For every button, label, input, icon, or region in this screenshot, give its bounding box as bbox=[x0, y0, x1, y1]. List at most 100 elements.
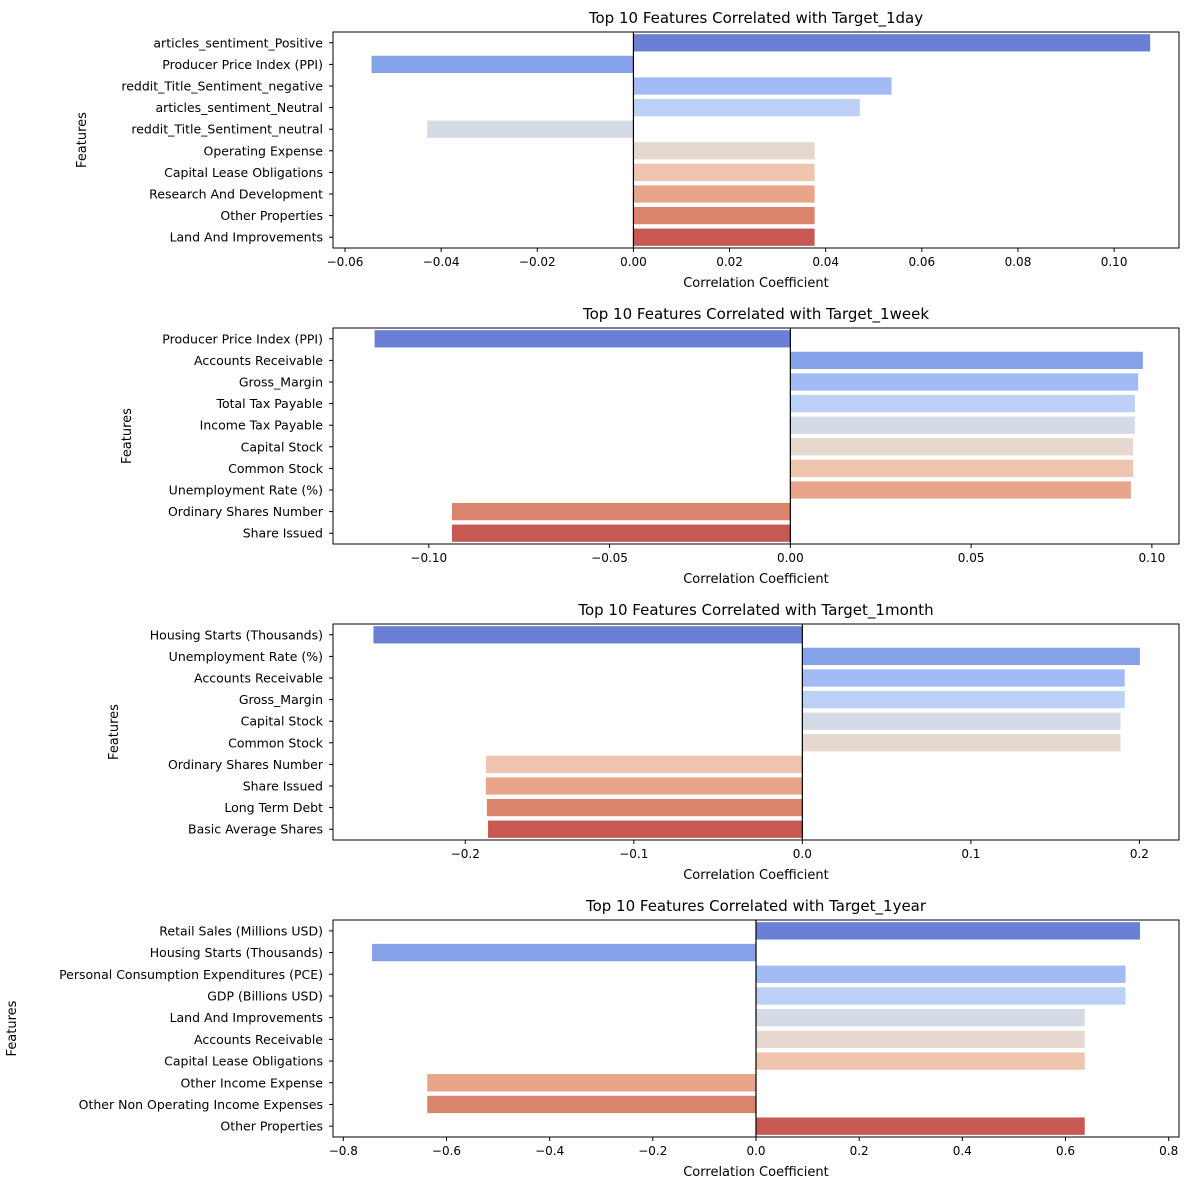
category-label: Land And Improvements bbox=[170, 1010, 323, 1025]
bar bbox=[373, 626, 803, 644]
bar bbox=[756, 1008, 1085, 1027]
x-tick-label: −0.8 bbox=[329, 1144, 358, 1158]
chart-panel-3: Housing Starts (Thousands) Unemployment R… bbox=[107, 601, 1180, 883]
bar bbox=[756, 1052, 1085, 1070]
bar bbox=[486, 798, 803, 817]
chart-title: Top 10 Features Correlated with Target_1… bbox=[588, 9, 923, 28]
category-label: Other Properties bbox=[220, 208, 323, 223]
category-label: Housing Starts (Thousands) bbox=[150, 627, 323, 642]
bar bbox=[633, 98, 860, 117]
bar bbox=[427, 1095, 756, 1114]
plot-frame bbox=[332, 623, 1180, 841]
bar bbox=[633, 77, 892, 95]
x-tick-label: −0.2 bbox=[638, 1144, 667, 1158]
bar bbox=[633, 34, 1151, 52]
bar bbox=[802, 690, 1125, 709]
x-tick-label: 0.08 bbox=[1005, 255, 1032, 269]
category-label: articles_sentiment_Neutral bbox=[155, 100, 323, 115]
category-label: Share Issued bbox=[243, 779, 323, 794]
x-tick-label: −0.04 bbox=[423, 255, 460, 269]
bar bbox=[633, 142, 815, 160]
bar bbox=[488, 820, 803, 838]
x-tick-label: 0.8 bbox=[1159, 1144, 1178, 1158]
bar bbox=[790, 416, 1135, 434]
bar bbox=[756, 987, 1126, 1005]
bar bbox=[633, 185, 815, 203]
bar bbox=[756, 1117, 1085, 1135]
x-tick-label: 0.10 bbox=[1139, 551, 1166, 565]
category-label: Ordinary Shares Number bbox=[168, 757, 324, 772]
x-axis-label: Correlation Coefficient bbox=[683, 276, 829, 291]
category-label: reddit_Title_Sentiment_neutral bbox=[131, 122, 323, 137]
category-label: Capital Lease Obligations bbox=[164, 165, 323, 180]
y-axis-label: Features bbox=[120, 408, 135, 464]
x-axis-label: Correlation Coefficient bbox=[683, 868, 829, 883]
bar bbox=[374, 330, 791, 348]
category-label: Capital Stock bbox=[241, 439, 324, 454]
bar bbox=[790, 373, 1139, 391]
x-tick-label: 0.6 bbox=[1056, 1144, 1075, 1158]
x-tick-label: 0.02 bbox=[716, 255, 743, 269]
category-label: Housing Starts (Thousands) bbox=[150, 945, 323, 960]
bar bbox=[790, 394, 1135, 413]
category-label: Accounts Receivable bbox=[194, 353, 323, 368]
chart-title: Top 10 Features Correlated with Target_1… bbox=[582, 305, 929, 324]
bar bbox=[802, 669, 1125, 687]
bar bbox=[427, 1074, 756, 1092]
plot-frame bbox=[332, 31, 1180, 249]
chart-panel-1: articles_sentiment_Positive Producer Pric… bbox=[75, 9, 1180, 291]
category-label: Capital Stock bbox=[241, 714, 324, 729]
x-tick-label: −0.6 bbox=[432, 1144, 461, 1158]
category-label: Other Income Expense bbox=[181, 1075, 324, 1090]
x-tick-label: 0.0 bbox=[746, 1144, 765, 1158]
x-axis-label: Correlation Coefficient bbox=[683, 572, 829, 587]
x-tick-label: 0.06 bbox=[908, 255, 935, 269]
bar bbox=[451, 524, 791, 542]
bar bbox=[633, 206, 815, 225]
category-label: Retail Sales (Millions USD) bbox=[159, 923, 323, 938]
category-label: GDP (Billions USD) bbox=[207, 988, 323, 1003]
bar bbox=[790, 438, 1134, 456]
category-label: Producer Price Index (PPI) bbox=[162, 331, 323, 346]
x-tick-label: 0.00 bbox=[777, 551, 804, 565]
category-label: Unemployment Rate (%) bbox=[169, 483, 323, 498]
category-label: Basic Average Shares bbox=[188, 822, 323, 837]
bar bbox=[756, 1030, 1085, 1049]
x-tick-label: −0.2 bbox=[451, 847, 480, 861]
bar bbox=[790, 351, 1143, 370]
x-tick-label: 0.4 bbox=[953, 1144, 972, 1158]
bar bbox=[802, 647, 1140, 666]
bar bbox=[802, 734, 1121, 752]
x-tick-label: 0.10 bbox=[1101, 255, 1128, 269]
x-axis-label: Correlation Coefficient bbox=[683, 1165, 829, 1180]
bar bbox=[756, 922, 1140, 940]
x-tick-label: −0.05 bbox=[591, 551, 628, 565]
x-tick-label: −0.10 bbox=[410, 551, 447, 565]
category-label: Personal Consumption Expenditures (PCE) bbox=[59, 967, 323, 982]
category-label: Common Stock bbox=[228, 461, 324, 476]
category-label: Long Term Debt bbox=[224, 800, 323, 815]
category-label: Total Tax Payable bbox=[215, 396, 323, 411]
category-label: Capital Lease Obligations bbox=[164, 1054, 323, 1069]
chart-title: Top 10 Features Correlated with Target_1… bbox=[577, 601, 933, 620]
x-tick-label: 0.00 bbox=[620, 255, 647, 269]
chart-panel-2: Producer Price Index (PPI) Accounts Recei… bbox=[120, 305, 1180, 587]
y-axis-label: Features bbox=[5, 1000, 20, 1056]
category-label: Research And Development bbox=[149, 187, 323, 202]
x-tick-label: −0.06 bbox=[327, 255, 364, 269]
category-label: Accounts Receivable bbox=[194, 1032, 323, 1047]
chart-panel-4: Retail Sales (Millions USD) Housing Start… bbox=[5, 897, 1180, 1180]
category-label: Accounts Receivable bbox=[194, 671, 323, 686]
x-tick-label: −0.4 bbox=[535, 1144, 564, 1158]
category-label: Other Properties bbox=[220, 1119, 323, 1134]
category-label: Common Stock bbox=[228, 735, 324, 750]
category-label: reddit_Title_Sentiment_negative bbox=[121, 79, 323, 94]
bar bbox=[485, 777, 803, 795]
category-label: Producer Price Index (PPI) bbox=[162, 57, 323, 72]
category-label: Gross_Margin bbox=[239, 375, 323, 390]
bar bbox=[371, 55, 634, 74]
y-axis-label: Features bbox=[107, 704, 122, 760]
x-tick-label: 0.2 bbox=[1130, 847, 1149, 861]
category-label: Ordinary Shares Number bbox=[168, 504, 324, 519]
